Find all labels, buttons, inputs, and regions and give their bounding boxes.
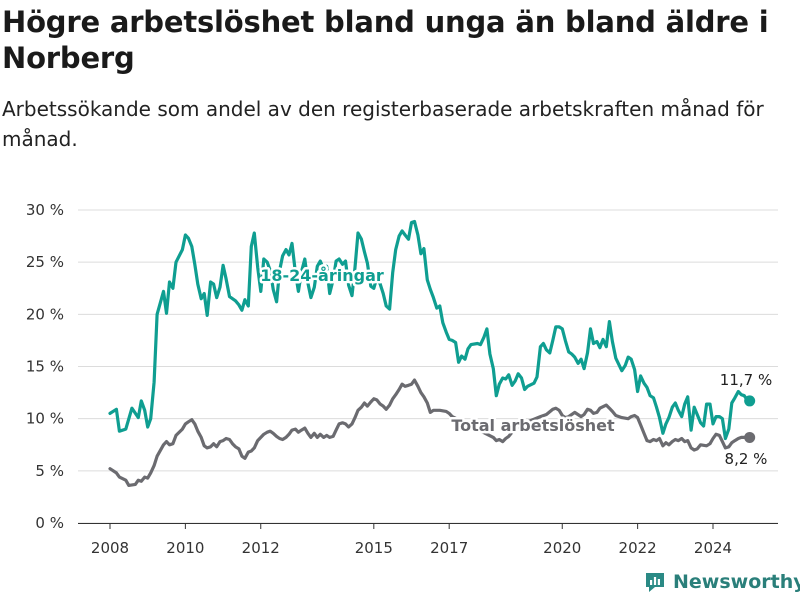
series-line-1 (108, 378, 750, 487)
series-name-youth: 18-24-åringar (260, 266, 384, 285)
series-end-marker-0 (744, 395, 756, 407)
series-lines (108, 219, 756, 487)
y-tick-label: 5 % (35, 462, 64, 480)
newsworthy-logo: Newsworthy (643, 570, 800, 594)
y-axis-tick-labels: 0 % 5 % 10 % 15 % 20 % 25 % 30 % (26, 201, 64, 532)
y-gridlines (78, 209, 778, 524)
y-tick-label: 0 % (35, 514, 64, 532)
y-tick-label: 25 % (26, 253, 64, 271)
brand-name: Newsworthy (673, 571, 800, 593)
y-tick-label: 15 % (26, 358, 64, 376)
series-name-total: Total arbetslöshet (451, 416, 615, 435)
x-tick-label: 2015 (355, 539, 393, 557)
x-tick-label: 2012 (242, 539, 280, 557)
y-tick-label: 30 % (26, 201, 64, 219)
y-tick-label: 20 % (26, 305, 64, 323)
x-tick-label: 2024 (694, 539, 732, 557)
x-tick-label: 2010 (166, 539, 204, 557)
series-labels: 18-24-åringar Total arbetslöshet 11,7 % 8,2… (258, 264, 772, 469)
chart-title: Högre arbetslöshet bland unga än bland ä… (2, 5, 769, 75)
end-value-youth: 11,7 % (720, 371, 772, 389)
series-end-marker-1 (744, 431, 756, 443)
x-tick-label: 2022 (619, 539, 657, 557)
x-axis: 2008 2010 2012 2015 2017 2020 2022 2024 (78, 523, 778, 557)
newsworthy-logo-icon (646, 573, 664, 592)
series-line-0 (108, 219, 750, 441)
chart-subtitle: Arbetssökande som andel av den registerb… (2, 97, 764, 151)
y-tick-label: 10 % (26, 410, 64, 428)
x-tick-label: 2020 (543, 539, 581, 557)
x-tick-label: 2008 (91, 539, 129, 557)
end-value-total: 8,2 % (725, 450, 768, 468)
x-tick-label: 2017 (430, 539, 468, 557)
